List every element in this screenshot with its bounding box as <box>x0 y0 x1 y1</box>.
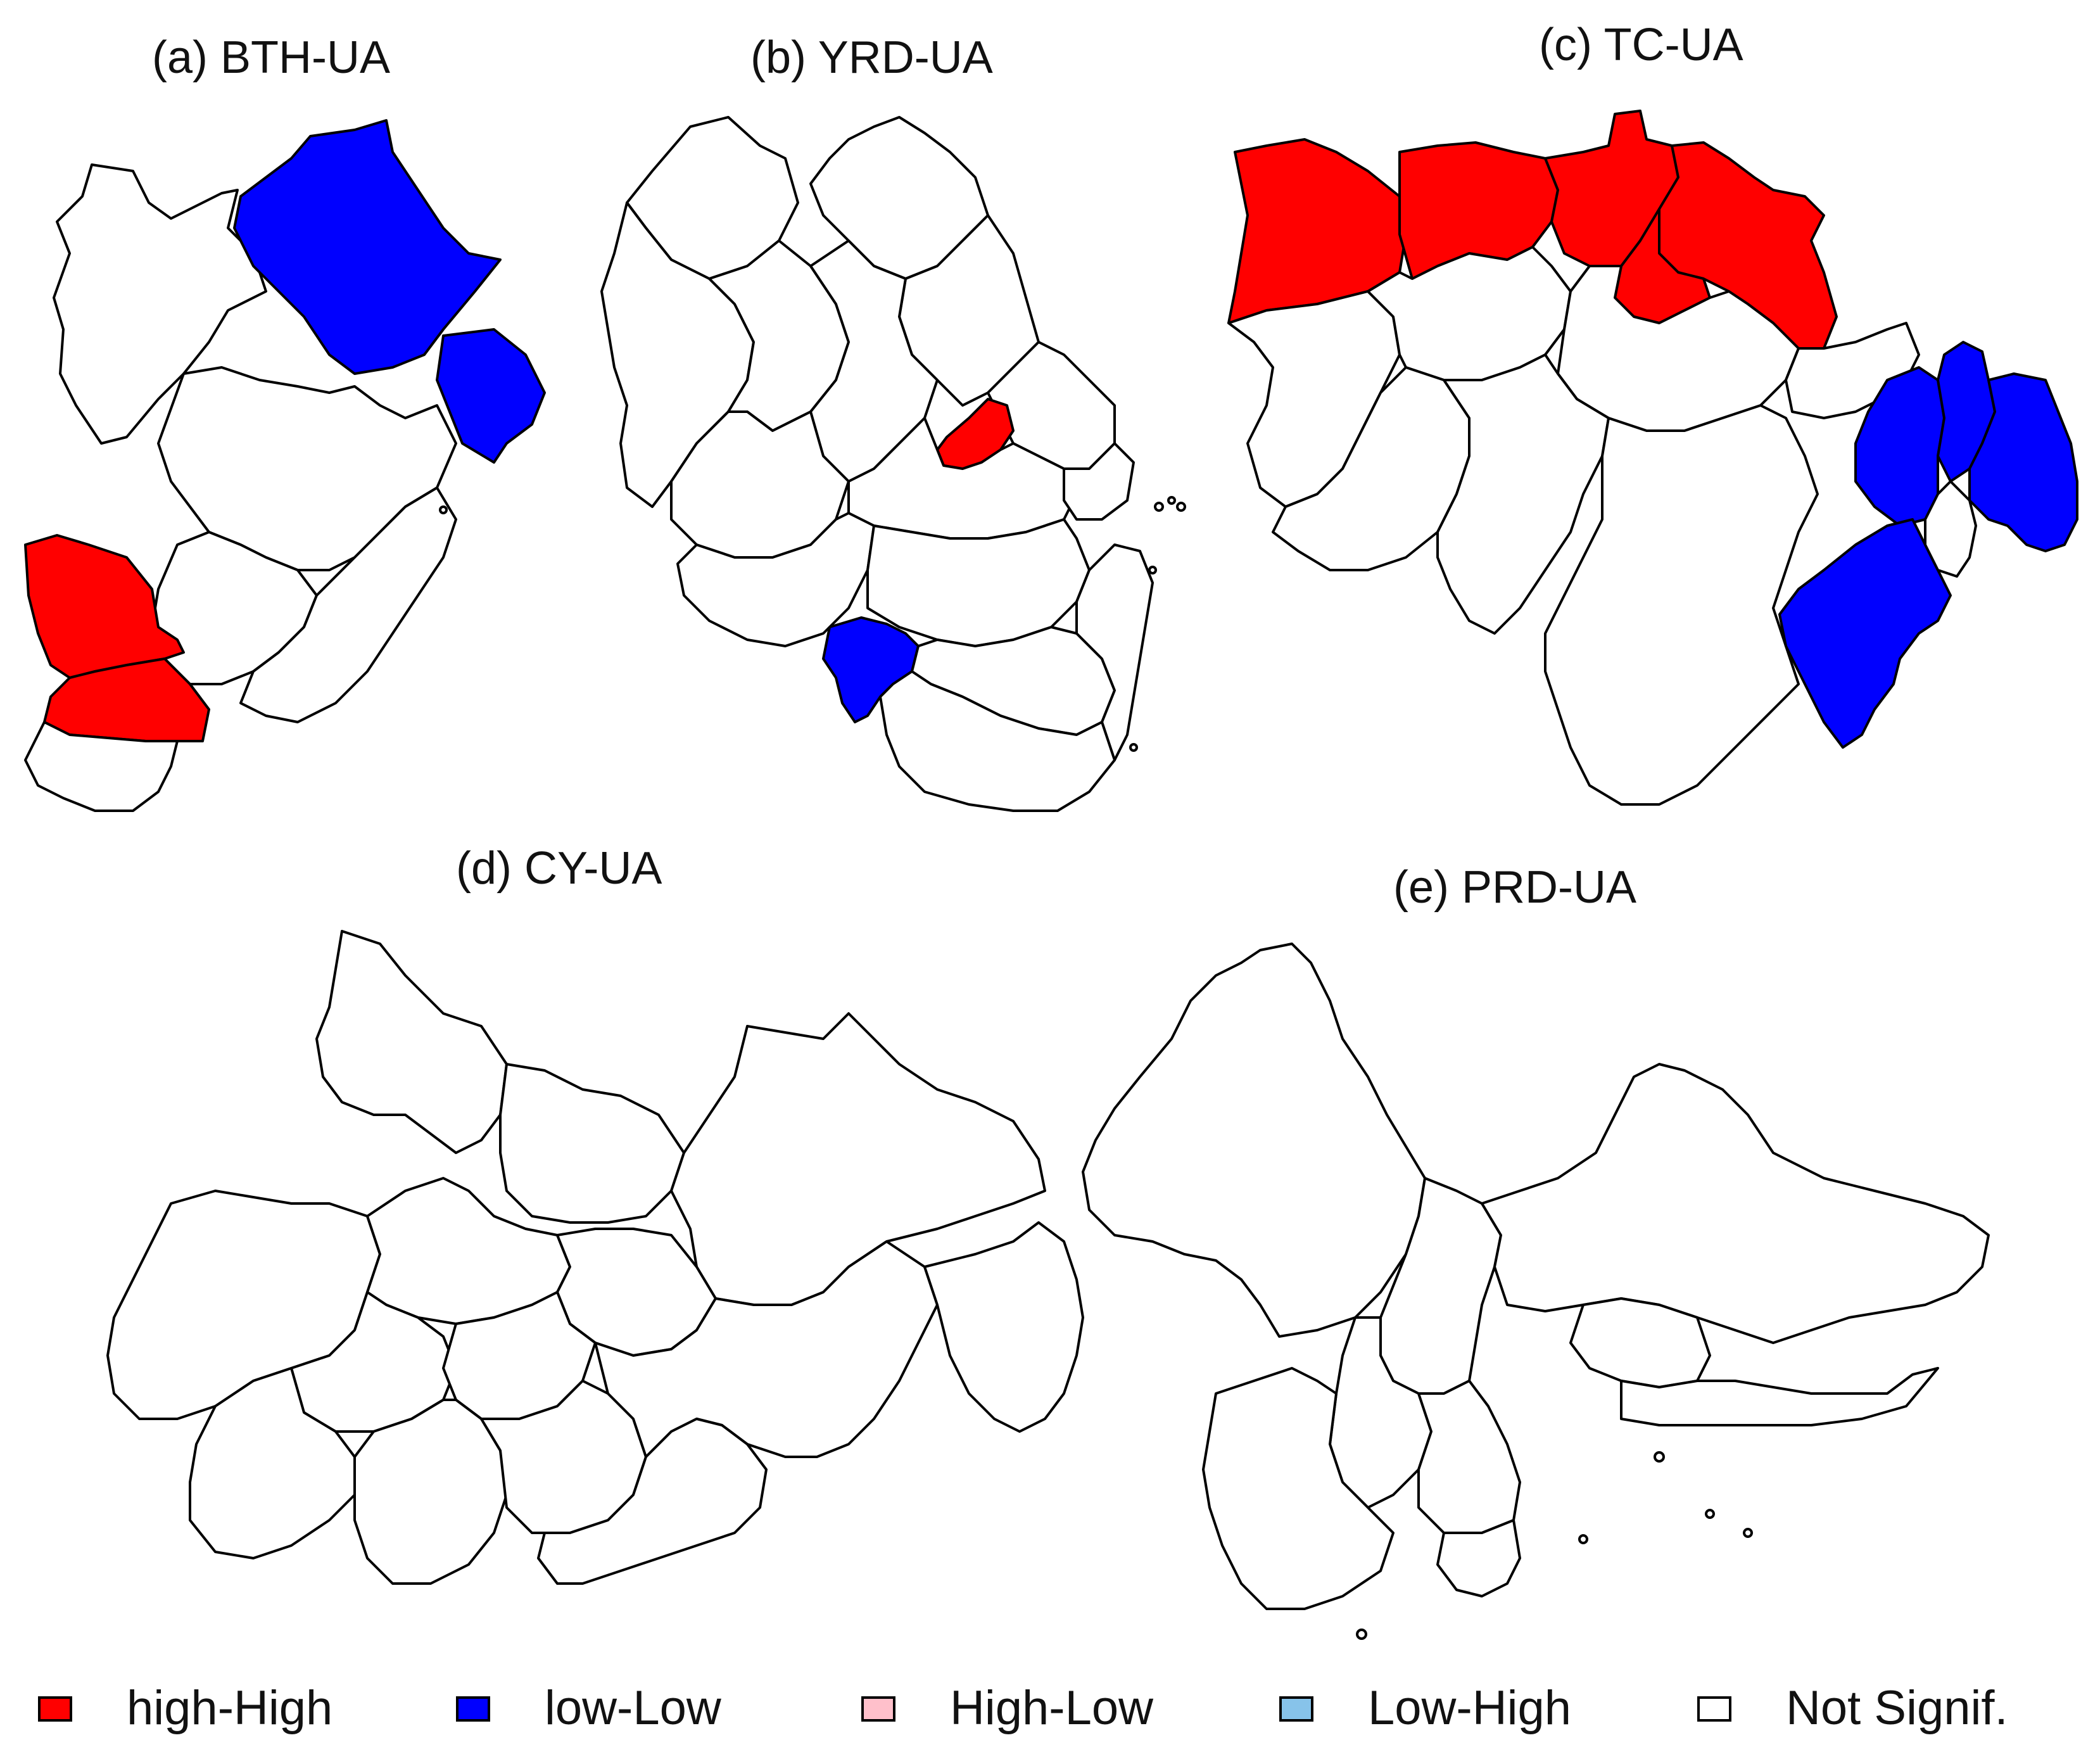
prd-island-5 <box>1356 1629 1367 1640</box>
cy-region-chongqing-north <box>670 1012 1046 1306</box>
yrd-island-2 <box>1167 496 1176 505</box>
legend-swatch-high-low <box>861 1696 895 1722</box>
bth-island <box>439 505 448 514</box>
map-tc <box>1227 110 2078 806</box>
yrd-region-anhui-south <box>676 512 875 647</box>
map-yrd <box>600 116 1186 812</box>
panel-title-b: (b) YRD-UA <box>750 32 993 83</box>
legend-swatch-not-signif <box>1697 1696 1731 1722</box>
yrd-region-zhejiang-coast <box>1075 543 1154 761</box>
tc-region-east-gap <box>1924 480 1977 578</box>
yrd-region-shanghai <box>1063 442 1135 521</box>
yrd-island-1 <box>1154 502 1164 512</box>
legend-label-high-high: high-High <box>127 1681 333 1735</box>
prd-island-3 <box>1743 1528 1753 1538</box>
legend: high-High low-Low High-Low Low-High Not … <box>13 1666 2090 1748</box>
prd-region-zhuhai <box>1436 1519 1521 1597</box>
bth-region-east-coast <box>239 486 457 723</box>
yrd-island-3 <box>1176 502 1186 512</box>
bth-region-qinhuangdao[interactable] <box>436 328 546 464</box>
prd-island-2 <box>1705 1509 1715 1519</box>
legend-label-not-signif: Not Signif. <box>1786 1681 2008 1735</box>
cy-region-southeast-tip <box>537 1418 768 1585</box>
bth-region-northwest <box>53 163 267 445</box>
map-prd <box>1082 943 1990 1640</box>
panel-title-c: (c) TC-UA <box>1539 20 1743 70</box>
bth-region-zhangjiakou-east[interactable] <box>233 119 502 375</box>
bth-region-handan <box>24 721 179 812</box>
prd-region-zhaoqing <box>1082 943 1426 1338</box>
legend-label-low-high: Low-High <box>1368 1681 1572 1735</box>
panel-title-e: (e) PRD-UA <box>1393 862 1637 913</box>
cy-region-northeast <box>499 1063 685 1224</box>
prd-region-zhongshan <box>1417 1380 1521 1534</box>
prd-island-4 <box>1578 1534 1588 1544</box>
tc-region-east-south[interactable] <box>1778 518 1952 749</box>
tc-region-south <box>1544 404 1819 806</box>
legend-label-low-low: low-Low <box>545 1681 721 1735</box>
map-canvas <box>24 110 2078 1640</box>
map-bth <box>24 119 546 812</box>
cy-region-east-lobe <box>923 1221 1084 1433</box>
yrd-island-5 <box>1129 743 1138 752</box>
prd-region-shenzhen <box>1620 1367 1939 1426</box>
panel-title-d: (d) CY-UA <box>456 843 662 894</box>
tc-region-east-3[interactable] <box>1968 372 2078 552</box>
legend-swatch-high-high <box>38 1696 72 1722</box>
cy-region-southwest <box>189 1367 356 1559</box>
map-cy <box>106 930 1084 1585</box>
tc-region-south-central <box>1436 353 1610 635</box>
yrd-island-4 <box>1148 566 1157 575</box>
cy-region-north <box>315 930 508 1154</box>
legend-label-high-low: High-Low <box>950 1681 1154 1735</box>
legend-swatch-low-high <box>1279 1696 1313 1722</box>
panel-title-a: (a) BTH-UA <box>152 32 390 83</box>
yrd-region-zhejiang-south <box>879 670 1116 812</box>
legend-swatch-low-low <box>456 1696 490 1722</box>
prd-region-huizhou <box>1481 1063 1990 1344</box>
bth-region-shijiazhuang[interactable] <box>24 534 185 679</box>
prd-island-1 <box>1654 1451 1665 1463</box>
prd-region-jiangmen <box>1202 1367 1395 1610</box>
